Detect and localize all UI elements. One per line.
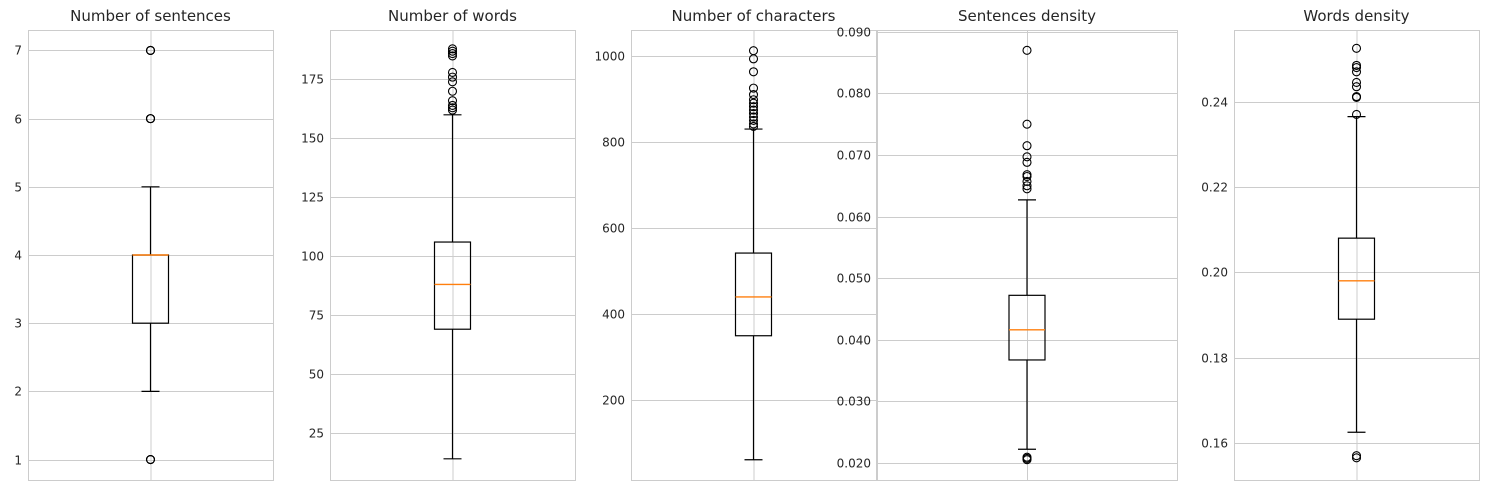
outlier-point [748,105,759,115]
outlier-point [748,83,759,93]
outlier-point [1351,91,1362,102]
outlier-point [1022,181,1032,191]
outlier-point [1022,452,1032,462]
outlier-point [1351,109,1362,120]
outlier-point [1022,141,1032,151]
outlier-point [1351,60,1362,70]
chart-title: Number of sentences [70,7,231,25]
y-tick-label: 5 [14,181,22,195]
y-tick-label: 50 [309,368,324,382]
outlier-point [748,98,759,108]
y-tick-label: 0.060 [837,211,871,225]
outlier-point [1022,184,1032,194]
y-tick-label: 600 [602,222,625,236]
outlier-point [447,49,458,59]
y-tick-label: 200 [602,394,625,408]
y-tick-label: 0.18 [1201,352,1228,366]
outlier-point [1351,67,1362,77]
y-tick-label: 7 [14,44,22,58]
y-tick-label: 0.22 [1201,181,1228,195]
outlier-point [447,96,458,106]
chart-title: Words density [1303,7,1409,25]
y-tick-label: 2 [14,385,22,399]
iqr-box [1337,237,1376,320]
y-tick-label: 100 [301,250,324,264]
y-tick-label: 800 [602,136,625,150]
outlier-point [447,86,458,96]
outlier-point [447,72,458,82]
y-tick-label: 1000 [594,50,625,64]
iqr-box [1008,294,1046,361]
chart-title: Sentences density [958,7,1096,25]
y-tick-label: 0.20 [1201,266,1228,280]
outlier-point [447,105,458,115]
y-tick-label: 0.030 [837,395,871,409]
chart-title: Number of words [388,7,517,25]
outlier-point [447,103,458,113]
outlier-point [1351,451,1362,461]
y-tick-label: 0.020 [837,457,871,471]
outlier-point [1022,157,1032,167]
outlier-point [1022,45,1032,55]
y-tick-label: 0.24 [1201,96,1228,110]
outlier-point [1022,152,1032,162]
outlier-point [748,115,759,125]
y-tick-label: 0.050 [837,272,871,286]
chart-title: Number of characters [672,7,836,25]
outlier-point [748,102,759,112]
outlier-point [447,100,458,110]
y-tick-label: 0.070 [837,149,871,163]
outlier-point [1022,119,1032,129]
y-tick-label: 0.16 [1201,437,1228,451]
y-tick-label: 75 [309,309,324,323]
outlier-point [1351,77,1362,88]
outlier-point [145,114,156,124]
y-tick-label: 0.090 [837,26,871,40]
outlier-point [1022,170,1032,180]
outlier-point [748,108,759,119]
y-tick-label: 1 [14,454,22,468]
outlier-point [447,77,458,87]
y-tick-label: 400 [602,308,625,322]
y-tick-label: 0.040 [837,334,871,348]
outlier-point [1351,43,1362,53]
outlier-point [748,121,759,132]
y-tick-label: 0.080 [837,87,871,101]
outlier-point [748,90,759,100]
outlier-point [447,51,458,61]
y-tick-label: 4 [14,249,22,263]
iqr-box [734,252,773,337]
outlier-point [748,119,759,129]
outlier-point [1351,82,1362,92]
outlier-point [447,46,458,56]
y-tick-label: 175 [301,73,324,87]
y-tick-label: 6 [14,113,22,127]
y-tick-label: 3 [14,317,22,331]
iqr-box [433,241,472,330]
outlier-point [447,67,458,77]
outlier-point [145,45,156,56]
outlier-point [748,46,759,56]
outlier-point [748,67,759,77]
outlier-point [145,454,156,465]
outlier-point [1022,176,1032,186]
y-tick-label: 125 [301,191,324,205]
outlier-point [748,95,759,105]
outlier-point [447,44,458,54]
outlier-point [748,112,759,122]
y-tick-label: 25 [309,427,324,441]
y-tick-label: 150 [301,132,324,146]
